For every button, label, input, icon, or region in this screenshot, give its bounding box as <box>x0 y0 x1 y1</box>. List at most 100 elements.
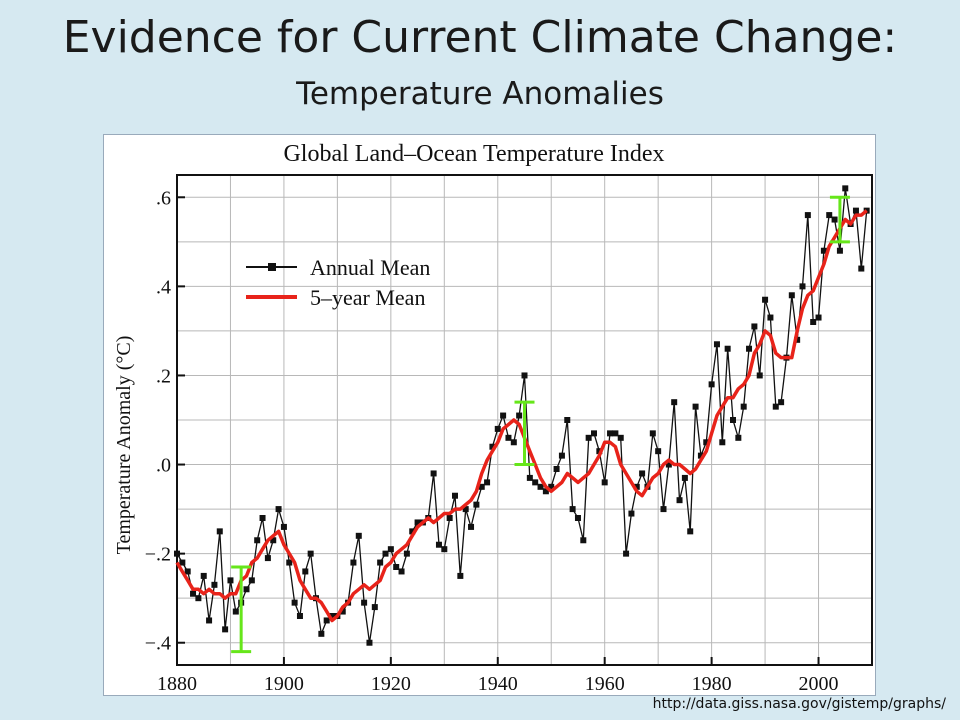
slide-subtitle: Temperature Anomalies <box>296 76 664 112</box>
annual-mean-point <box>708 381 715 388</box>
annual-mean-point <box>387 546 394 553</box>
annual-mean-point <box>762 296 769 303</box>
y-tick-label: .0 <box>156 455 171 477</box>
annual-mean-point <box>740 403 747 410</box>
x-tick-label: 1920 <box>371 673 411 695</box>
annual-mean-point <box>441 546 448 553</box>
annual-mean-series <box>174 185 870 646</box>
annual-mean-point <box>270 537 277 544</box>
annual-mean-point <box>211 581 218 588</box>
annual-mean-point <box>430 470 437 477</box>
annual-mean-point <box>804 212 811 219</box>
annual-mean-point <box>227 577 234 584</box>
annual-mean-point <box>569 506 576 513</box>
temperature-chart: Global Land–Ocean Temperature Index 1880… <box>113 141 873 695</box>
annual-mean-point <box>452 492 458 499</box>
annual-mean-point <box>607 430 614 437</box>
x-tick-label: 1900 <box>264 673 304 695</box>
annual-mean-point <box>222 626 229 633</box>
y-axis-label: Temperature Anomaly (°C) <box>113 336 135 555</box>
chart-title: Global Land–Ocean Temperature Index <box>283 141 664 167</box>
annual-mean-point <box>243 586 250 593</box>
annual-mean-point <box>820 247 827 254</box>
annual-mean-point <box>548 483 555 490</box>
annual-mean-point <box>719 439 726 446</box>
annual-mean-point <box>286 559 293 566</box>
annual-mean-point <box>200 572 207 579</box>
annual-mean-point <box>280 523 287 530</box>
x-tick-label: 1880 <box>157 673 197 695</box>
x-tick-label: 2000 <box>799 673 839 695</box>
annual-mean-point <box>414 519 421 526</box>
annual-mean-point <box>697 452 704 459</box>
annual-mean-point <box>617 434 624 441</box>
legend-five-year-label: 5–year Mean <box>310 285 425 310</box>
chart-legend: Annual Mean 5–year Mean <box>246 255 430 310</box>
annual-mean-point <box>623 550 630 557</box>
annual-mean-point <box>478 483 485 490</box>
annual-mean-point <box>409 528 416 535</box>
annual-mean-point <box>639 470 646 477</box>
annual-mean-point <box>254 537 261 544</box>
annual-mean-point <box>532 479 539 486</box>
annual-mean-point <box>558 452 565 459</box>
annual-mean-point <box>377 559 384 566</box>
annual-mean-point <box>580 537 587 544</box>
annual-mean-point <box>190 590 197 597</box>
annual-mean-point <box>457 572 464 579</box>
annual-mean-point <box>612 430 619 437</box>
annual-mean-point <box>713 341 720 348</box>
annual-mean-point <box>505 434 512 441</box>
annual-mean-point <box>291 599 298 606</box>
annual-mean-point <box>259 515 266 521</box>
chart-ticks: 1880 1900 1920 1940 1960 1980 2000 −.4 −.2 .0 .2 .4… <box>145 187 839 695</box>
annual-mean-point <box>756 372 763 379</box>
annual-mean-point <box>730 417 736 423</box>
annual-mean-point <box>542 488 549 495</box>
annual-mean-point <box>329 613 336 619</box>
annual-mean-point <box>307 550 314 557</box>
annual-mean-point <box>510 439 517 446</box>
annual-mean-point <box>526 474 533 481</box>
slide-title: Evidence for Current Climate Change: <box>62 12 898 63</box>
annual-mean-point <box>591 430 597 437</box>
legend-annual-marker <box>268 263 276 271</box>
annual-mean-point <box>628 510 635 517</box>
annual-mean-point <box>831 216 838 223</box>
annual-mean-point <box>553 466 560 472</box>
annual-mean-point <box>403 550 410 557</box>
five-year-mean-series <box>175 209 868 623</box>
annual-mean-point <box>852 207 859 214</box>
annual-mean-point <box>778 399 785 406</box>
annual-mean-point <box>468 523 475 530</box>
annual-mean-point <box>398 568 405 575</box>
source-link[interactable]: http://data.giss.nasa.gov/gistemp/graphs… <box>652 696 946 712</box>
annual-mean-point <box>446 515 453 521</box>
annual-mean-point <box>264 555 271 562</box>
annual-mean-point <box>382 550 389 557</box>
annual-mean-point <box>484 479 491 486</box>
annual-mean-point <box>195 595 202 602</box>
annual-mean-point <box>585 434 592 441</box>
annual-mean-point <box>836 247 843 254</box>
annual-mean-point <box>751 323 758 330</box>
annual-mean-point <box>655 448 662 455</box>
annual-mean-line <box>176 188 868 643</box>
annual-mean-point <box>826 212 833 219</box>
annual-mean-point <box>735 434 742 441</box>
plot-frame <box>176 174 873 666</box>
annual-mean-point <box>302 568 309 575</box>
annual-mean-point <box>665 461 672 468</box>
y-tick-label: −.2 <box>145 544 171 566</box>
y-tick-label: .4 <box>156 276 171 298</box>
annual-mean-point <box>516 412 523 419</box>
annual-mean-point <box>296 613 303 619</box>
annual-mean-point <box>232 608 239 615</box>
annual-mean-point <box>633 483 640 490</box>
annual-mean-point <box>489 443 496 450</box>
legend-annual-label: Annual Mean <box>310 255 430 280</box>
annual-mean-point <box>361 599 368 606</box>
annual-mean-point <box>703 439 710 446</box>
annual-mean-point <box>350 559 357 566</box>
annual-mean-point <box>660 506 667 513</box>
